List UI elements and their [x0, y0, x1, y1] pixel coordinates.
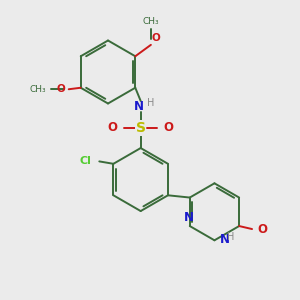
Text: N: N — [184, 211, 194, 224]
Text: O: O — [164, 122, 174, 134]
Text: O: O — [108, 122, 118, 134]
Text: N: N — [220, 233, 230, 246]
Text: N: N — [134, 100, 144, 113]
Text: O: O — [57, 84, 66, 94]
Text: O: O — [152, 33, 161, 43]
Text: CH₃: CH₃ — [30, 85, 46, 94]
Text: H: H — [147, 98, 155, 108]
Text: H: H — [227, 232, 234, 242]
Text: S: S — [136, 121, 146, 135]
Text: O: O — [257, 223, 267, 236]
Text: CH₃: CH₃ — [142, 17, 159, 26]
Text: Cl: Cl — [80, 156, 92, 167]
